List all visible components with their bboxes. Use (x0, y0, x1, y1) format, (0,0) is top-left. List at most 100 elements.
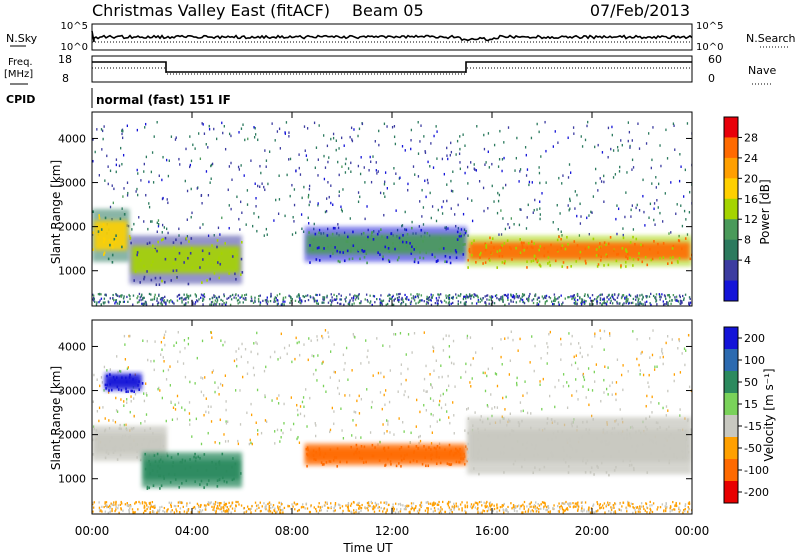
feature-cell (331, 232, 334, 236)
speckle-cell (161, 396, 163, 400)
colorbar-tick-label: -50 (744, 442, 762, 455)
noise-cell (251, 299, 253, 303)
noise-cell (129, 295, 131, 298)
feature-cell (641, 244, 644, 248)
noise-cell (674, 296, 676, 299)
noise-cell (583, 299, 586, 302)
speckle-cell (163, 333, 166, 337)
noise-cell (599, 506, 601, 510)
noise-cell (277, 508, 280, 511)
feature-cell (104, 443, 107, 447)
feature-cell (596, 464, 598, 468)
noise-cell (245, 293, 248, 296)
speckle-cell (514, 169, 516, 172)
feature-cell (566, 438, 568, 442)
feature-cell (570, 444, 572, 448)
noise-cell (463, 302, 466, 305)
noise-cell (558, 303, 560, 306)
noise-cell (280, 501, 282, 505)
speckle-cell (421, 215, 423, 218)
noise-cell (284, 300, 286, 303)
speckle-cell (685, 349, 687, 352)
feature-cell (203, 453, 206, 456)
time-axis-labels: 00:00 04:00 08:00 12:00 16:00 20:00 00:00 (75, 524, 710, 538)
speckle-cell (147, 227, 149, 231)
feature-cell (398, 462, 400, 465)
feature-cell (550, 451, 553, 455)
speckle-cell (378, 129, 380, 133)
feature-cell (618, 450, 620, 453)
noise-cell (103, 297, 106, 300)
feature-cell (98, 216, 101, 220)
noise-cell (250, 299, 252, 303)
noise-cell (220, 507, 223, 510)
colorbar-segment (724, 137, 738, 159)
speckle-cell (103, 365, 106, 369)
noise-cell (484, 301, 486, 304)
noise-cell (616, 300, 618, 304)
noise-cell (409, 301, 412, 304)
feature-cell (632, 264, 634, 267)
speckle-cell (354, 336, 356, 339)
speckle-cell (655, 175, 657, 179)
noise-cell (670, 302, 672, 305)
noise-cell (158, 294, 160, 297)
noise-cell (146, 504, 148, 507)
noise-cell (115, 299, 118, 302)
feature-cell (362, 250, 365, 253)
speckle-cell (571, 394, 573, 397)
feature-cell (462, 243, 465, 246)
speckle-cell (528, 180, 531, 184)
speckle-cell (498, 233, 500, 236)
feature-cell (555, 435, 557, 439)
speckle-cell (643, 210, 645, 214)
speckle-cell (491, 184, 493, 188)
feature-cell (597, 263, 600, 266)
speckle-cell (398, 417, 400, 420)
speckle-cell (458, 152, 461, 156)
speckle-cell (403, 393, 405, 397)
noise-cell (92, 293, 94, 296)
speckle-cell (501, 169, 503, 173)
noise-cell (674, 298, 676, 301)
colorbar-segment (724, 157, 738, 179)
speckle-cell (196, 356, 198, 360)
noise-cell (379, 301, 382, 304)
noise-cell (357, 295, 359, 298)
speckle-cell (192, 143, 194, 147)
feature-cell (138, 388, 141, 391)
noise-cell (416, 510, 419, 513)
speckle-cell (646, 394, 648, 398)
speckle-cell (115, 409, 118, 412)
feature-cell (676, 456, 678, 460)
speckle-cell (370, 160, 372, 163)
speckle-cell (391, 125, 394, 129)
speckle-cell (667, 389, 669, 393)
speckle-cell (662, 355, 664, 359)
speckle-cell (424, 179, 426, 183)
speckle-cell (107, 165, 109, 168)
speckle-cell (317, 158, 319, 161)
speckle-cell (570, 363, 573, 367)
noise-cell (620, 297, 623, 300)
feature-cell (405, 241, 408, 244)
feature-cell (644, 255, 647, 259)
speckle-cell (587, 120, 589, 124)
noise-cell (425, 501, 427, 504)
speckle-cell (519, 401, 522, 404)
noise-cell (113, 298, 115, 302)
nave-tick-low: 0 (708, 72, 715, 85)
velocity-feature-3 (304, 443, 469, 468)
noise-cell (196, 502, 199, 505)
feature-cell (598, 245, 601, 249)
speckle-cell (679, 371, 682, 374)
speckle-cell (313, 354, 315, 358)
colorbar-segment (724, 198, 738, 220)
feature-cell (617, 431, 620, 435)
speckle-cell (471, 199, 473, 202)
speckle-cell (615, 398, 617, 402)
noise-cell (650, 303, 652, 306)
feature-cell (147, 445, 149, 449)
feature-cell (656, 428, 659, 431)
